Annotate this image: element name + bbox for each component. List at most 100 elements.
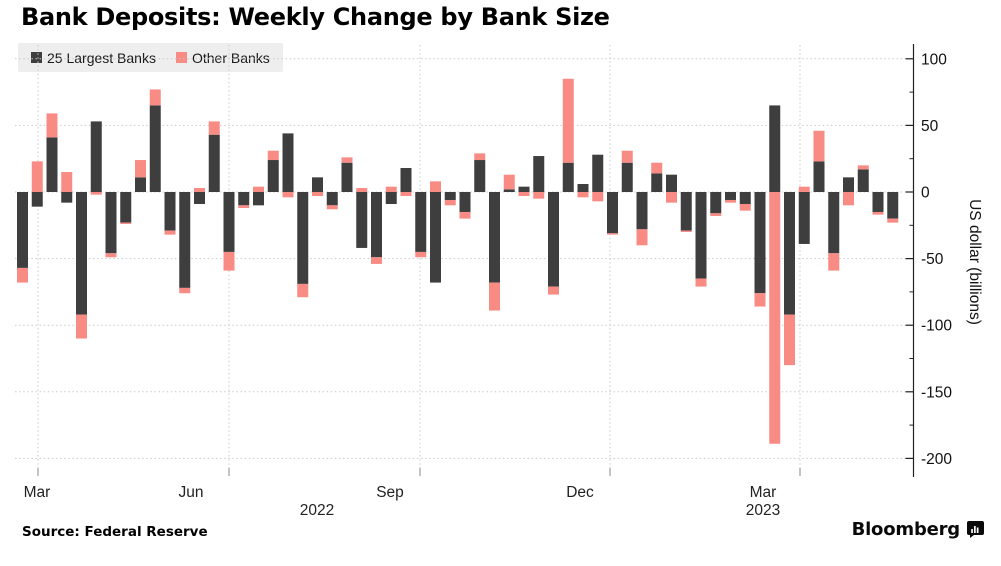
bar-other-banks xyxy=(238,205,250,208)
bar-other-banks xyxy=(149,89,161,106)
bar-other-banks xyxy=(61,172,73,192)
bar-large-banks xyxy=(459,192,471,212)
x-year-label: 2023 xyxy=(746,502,780,519)
bar-large-banks xyxy=(607,192,618,234)
bar-large-banks xyxy=(31,192,43,207)
bar-other-banks xyxy=(680,230,692,232)
bar-large-banks xyxy=(267,160,279,192)
bar-other-banks xyxy=(872,211,884,215)
legend-swatch-other-banks xyxy=(175,52,187,63)
bar-other-banks xyxy=(46,113,58,138)
x-tick-label: Mar xyxy=(750,484,777,501)
bar-large-banks xyxy=(739,192,751,204)
bar-large-banks xyxy=(769,105,781,192)
y-axis-title: US dollar (billions) xyxy=(966,199,983,325)
bloomberg-logo: Bloomberg xyxy=(852,519,984,540)
bar-other-banks xyxy=(798,186,810,192)
bar-other-banks xyxy=(223,251,235,271)
bar-other-banks xyxy=(784,314,795,366)
x-year-label: 2022 xyxy=(300,502,334,519)
bar-other-banks xyxy=(592,192,604,202)
bar-large-banks xyxy=(341,162,353,192)
bar-large-banks xyxy=(46,137,58,192)
bar-large-banks xyxy=(887,192,899,219)
bar-other-banks xyxy=(282,192,294,198)
bar-large-banks xyxy=(61,192,73,203)
bar-other-banks xyxy=(312,192,323,196)
bar-large-banks xyxy=(385,192,397,204)
gridlines xyxy=(15,45,913,468)
bar-large-banks xyxy=(120,192,132,223)
bar-large-banks xyxy=(548,192,559,287)
bar-large-banks xyxy=(400,168,412,192)
bar-large-banks xyxy=(843,177,854,192)
bar-other-banks xyxy=(194,188,205,192)
bar-large-banks xyxy=(297,192,309,284)
legend-label-large-banks: 25 Largest Banks xyxy=(47,49,156,66)
legend: 25 Largest Banks Other Banks xyxy=(18,43,283,72)
bar-other-banks xyxy=(695,278,707,287)
bar-large-banks xyxy=(371,192,382,258)
bar-other-banks xyxy=(607,233,618,235)
bar-other-banks xyxy=(297,283,309,298)
bar-other-banks xyxy=(444,199,456,206)
bar-other-banks xyxy=(31,161,43,192)
bar-other-banks xyxy=(105,253,117,258)
bar-other-banks xyxy=(208,121,220,135)
bar-large-banks xyxy=(326,192,338,206)
bar-other-banks xyxy=(533,192,545,199)
bar-other-banks xyxy=(90,192,102,195)
bar-large-banks xyxy=(179,192,191,288)
bars xyxy=(17,78,899,444)
y-tick-label: -100 xyxy=(921,318,952,335)
bar-large-banks xyxy=(518,186,530,192)
bar-other-banks xyxy=(651,162,663,174)
bar-other-banks xyxy=(666,192,677,203)
y-tick-label: 50 xyxy=(921,118,939,135)
bar-large-banks xyxy=(725,192,736,200)
bar-other-banks xyxy=(887,218,899,223)
bar-other-banks xyxy=(474,153,486,161)
bar-other-banks xyxy=(739,203,751,211)
bar-large-banks xyxy=(666,174,677,192)
bar-large-banks xyxy=(754,192,766,294)
bar-other-banks xyxy=(518,192,530,196)
bar-other-banks xyxy=(813,130,825,162)
bloomberg-chart-icon xyxy=(967,521,984,538)
bar-other-banks xyxy=(489,282,500,311)
bar-large-banks xyxy=(149,105,161,192)
bar-other-banks xyxy=(548,286,559,295)
bar-large-banks xyxy=(651,173,663,192)
bar-large-banks xyxy=(444,192,456,200)
y-tick-label: -200 xyxy=(921,451,952,468)
bar-large-banks xyxy=(223,192,235,252)
y-tick-label: 0 xyxy=(921,185,930,202)
bar-other-banks xyxy=(636,229,648,246)
bar-large-banks xyxy=(17,192,28,268)
bar-other-banks xyxy=(710,213,722,216)
bar-other-banks xyxy=(857,165,869,170)
bar-other-banks xyxy=(843,192,854,206)
bar-other-banks xyxy=(400,192,412,196)
bar-large-banks xyxy=(474,160,486,192)
bar-other-banks xyxy=(253,186,264,192)
bar-other-banks xyxy=(769,192,781,444)
bar-large-banks xyxy=(857,169,869,192)
bar-other-banks xyxy=(356,188,368,192)
x-tick-label: Sep xyxy=(376,484,404,501)
bar-other-banks xyxy=(828,253,840,271)
bar-large-banks xyxy=(872,192,884,212)
bar-large-banks xyxy=(90,121,102,192)
bar-large-banks xyxy=(356,192,368,248)
bar-other-banks xyxy=(621,150,633,163)
bar-large-banks xyxy=(710,192,722,214)
bar-large-banks xyxy=(208,134,220,192)
y-tick-label: -150 xyxy=(921,384,952,401)
bar-large-banks xyxy=(798,192,810,244)
bar-other-banks xyxy=(754,293,766,307)
bar-other-banks xyxy=(76,314,87,339)
source-note: Source: Federal Reserve xyxy=(22,524,208,540)
bar-other-banks xyxy=(164,230,176,235)
bar-other-banks xyxy=(415,251,427,258)
